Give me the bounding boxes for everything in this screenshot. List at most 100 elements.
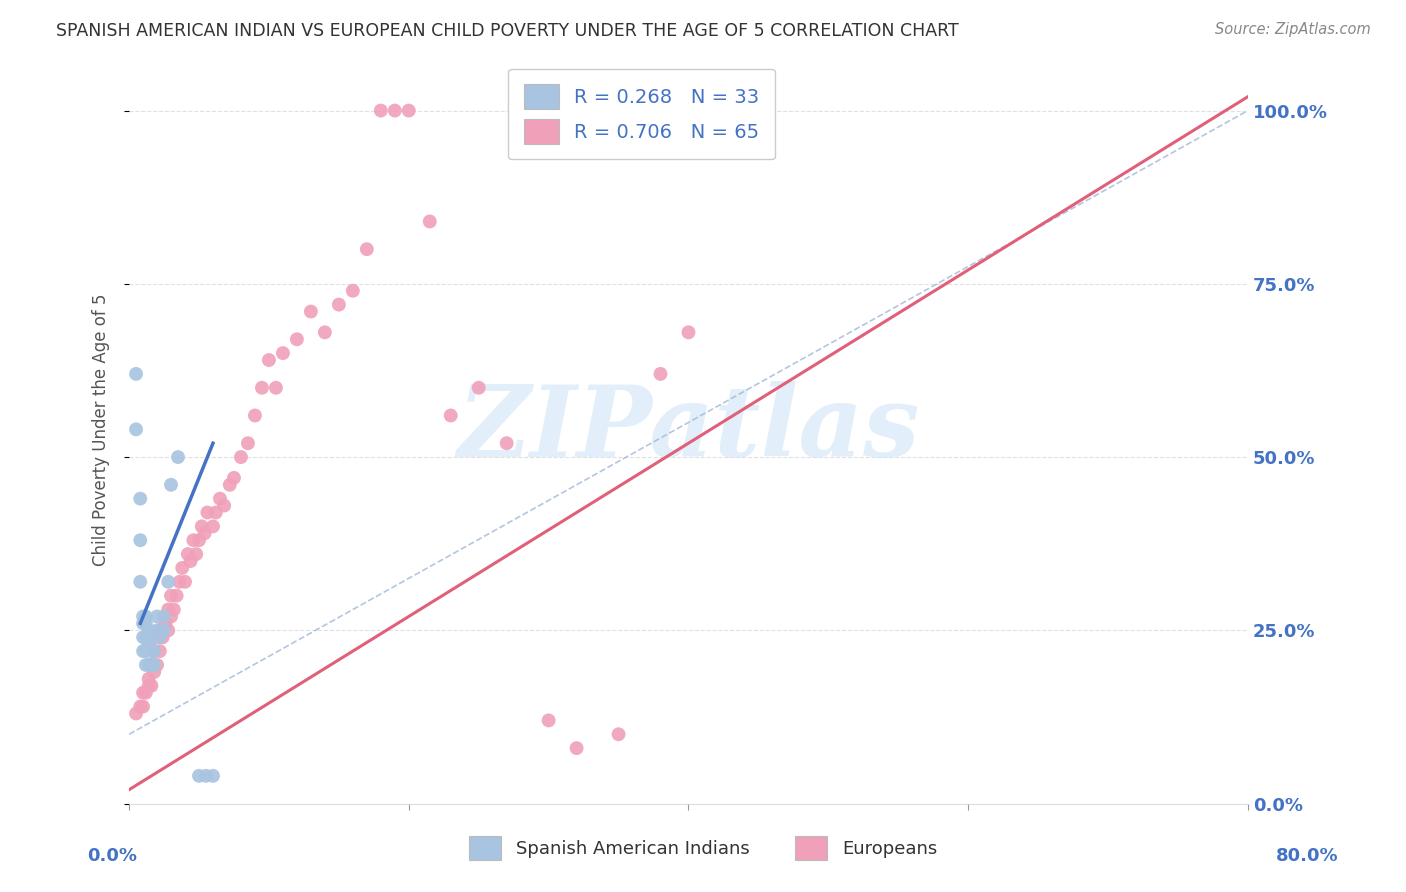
- Point: [141, 679, 163, 693]
- Point: [138, 637, 160, 651]
- Point: [650, 367, 672, 381]
- Point: [440, 409, 463, 423]
- Point: [138, 679, 160, 693]
- Point: [138, 657, 160, 672]
- Point: [132, 609, 155, 624]
- Text: Source: ZipAtlas.com: Source: ZipAtlas.com: [1215, 22, 1371, 37]
- Point: [243, 409, 266, 423]
- Point: [191, 519, 214, 533]
- Point: [384, 103, 406, 118]
- Point: [212, 499, 235, 513]
- Point: [186, 547, 208, 561]
- Point: [188, 769, 211, 783]
- Point: [356, 242, 378, 256]
- Point: [328, 297, 350, 311]
- Point: [467, 381, 489, 395]
- Point: [149, 644, 172, 658]
- Point: [135, 644, 157, 658]
- Point: [135, 686, 157, 700]
- Point: [537, 714, 560, 728]
- Point: [143, 665, 166, 679]
- Point: [299, 304, 322, 318]
- Point: [132, 699, 155, 714]
- Point: [183, 533, 205, 548]
- Point: [135, 616, 157, 631]
- Point: [172, 561, 194, 575]
- Text: SPANISH AMERICAN INDIAN VS EUROPEAN CHILD POVERTY UNDER THE AGE OF 5 CORRELATION: SPANISH AMERICAN INDIAN VS EUROPEAN CHIL…: [56, 22, 959, 40]
- Point: [129, 574, 152, 589]
- Text: 0.0%: 0.0%: [87, 847, 138, 865]
- Point: [141, 657, 163, 672]
- Point: [204, 506, 226, 520]
- Point: [419, 214, 441, 228]
- Point: [135, 630, 157, 644]
- Point: [285, 332, 308, 346]
- Point: [607, 727, 630, 741]
- Point: [138, 672, 160, 686]
- Point: [152, 630, 174, 644]
- Text: ZIPatlas: ZIPatlas: [457, 381, 920, 477]
- Point: [222, 471, 245, 485]
- Point: [129, 491, 152, 506]
- Point: [132, 686, 155, 700]
- Point: [143, 657, 166, 672]
- Point: [149, 624, 172, 638]
- Point: [166, 589, 188, 603]
- Point: [132, 630, 155, 644]
- Point: [129, 533, 152, 548]
- Point: [153, 624, 176, 638]
- Point: [180, 554, 202, 568]
- Point: [195, 769, 218, 783]
- Point: [271, 346, 294, 360]
- Point: [314, 326, 336, 340]
- Point: [157, 624, 180, 638]
- Point: [146, 624, 169, 638]
- Point: [155, 616, 177, 631]
- Point: [264, 381, 287, 395]
- Point: [157, 574, 180, 589]
- Point: [146, 630, 169, 644]
- Point: [194, 526, 217, 541]
- Point: [135, 657, 157, 672]
- Point: [218, 477, 240, 491]
- Point: [678, 326, 700, 340]
- Legend: R = 0.268   N = 33, R = 0.706   N = 65: R = 0.268 N = 33, R = 0.706 N = 65: [508, 69, 775, 160]
- Point: [167, 450, 190, 464]
- Point: [132, 616, 155, 631]
- Legend: Spanish American Indians, Europeans: Spanish American Indians, Europeans: [454, 822, 952, 874]
- Point: [197, 506, 219, 520]
- Point: [132, 644, 155, 658]
- Point: [188, 533, 211, 548]
- Point: [160, 477, 183, 491]
- Point: [141, 657, 163, 672]
- Point: [370, 103, 392, 118]
- Point: [141, 630, 163, 644]
- Point: [208, 491, 231, 506]
- Point: [229, 450, 252, 464]
- Point: [146, 609, 169, 624]
- Point: [201, 769, 224, 783]
- Point: [125, 706, 148, 721]
- Point: [342, 284, 364, 298]
- Point: [149, 630, 172, 644]
- Point: [135, 609, 157, 624]
- Point: [160, 589, 183, 603]
- Point: [201, 519, 224, 533]
- Point: [125, 367, 148, 381]
- Point: [163, 602, 186, 616]
- Point: [153, 609, 176, 624]
- Point: [257, 353, 280, 368]
- Point: [129, 699, 152, 714]
- Point: [157, 602, 180, 616]
- Point: [495, 436, 517, 450]
- Point: [236, 436, 259, 450]
- Point: [565, 741, 588, 756]
- Point: [138, 624, 160, 638]
- Point: [146, 657, 169, 672]
- Point: [143, 644, 166, 658]
- Point: [141, 644, 163, 658]
- Point: [398, 103, 420, 118]
- Point: [160, 609, 183, 624]
- Point: [177, 547, 200, 561]
- Point: [125, 422, 148, 436]
